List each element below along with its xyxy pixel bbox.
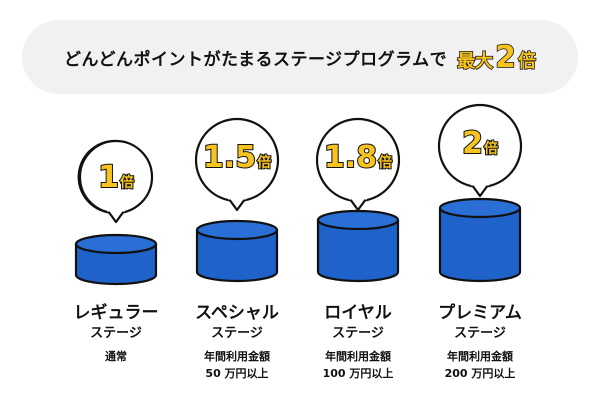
stage-condition: 年間利用金額 100 万円以上 [298, 348, 418, 382]
condition-line-1: 年間利用金額 [325, 350, 391, 363]
condition-line-1: 年間利用金額 [204, 350, 270, 363]
cylinder-top [74, 233, 158, 255]
stage-name: ロイヤル [324, 303, 392, 323]
stage-condition: 年間利用金額 50 万円以上 [177, 348, 297, 382]
banner-text: どんどんポイントがたまるステージプログラムで [63, 49, 448, 70]
condition-line-2: 50 万円以上 [205, 367, 269, 380]
multiplier-unit: 倍 [377, 154, 393, 172]
headline-banner: どんどんポイントがたまるステージプログラムで 最大 2 倍 [22, 20, 578, 94]
cylinder-top [195, 219, 279, 241]
speech-bubble-tail [471, 184, 489, 198]
stage-premium-graphic [437, 103, 523, 283]
highlight-suffix: 倍 [517, 50, 537, 73]
multiplier-unit: 倍 [256, 154, 272, 172]
stage-condition: 年間利用金額 200 万円以上 [420, 348, 540, 382]
cylinder-side [438, 208, 522, 283]
stage-name: スペシャル [195, 303, 279, 323]
cylinder-side [195, 230, 279, 283]
multiplier-unit: 倍 [483, 140, 499, 158]
stage-special-graphic [194, 117, 280, 283]
multiplier-label: 1.8 倍 [298, 139, 418, 176]
condition-line-2: 100 万円以上 [322, 367, 394, 380]
multiplier-value: 1.5 [202, 139, 257, 176]
multiplier-label: 1.5 倍 [177, 139, 297, 176]
cylinder-side [316, 220, 400, 283]
multiplier-unit: 倍 [119, 174, 135, 192]
speech-bubble-tail [228, 198, 246, 212]
condition-line-2: 200 万円以上 [444, 367, 516, 380]
highlight-prefix: 最大 [456, 50, 494, 73]
condition-line-1: 年間利用金額 [447, 350, 513, 363]
stage-sub: ステージ [211, 326, 263, 341]
multiplier-label: 2 倍 [420, 125, 540, 162]
highlight-number: 2 [494, 39, 516, 76]
speech-bubble-tail [107, 210, 125, 224]
stage-royal-graphic [315, 117, 401, 283]
banner-highlight: 最大 2 倍 [456, 39, 537, 76]
stage-sub: ステージ [90, 326, 142, 341]
speech-bubble-tail [349, 198, 367, 212]
stage-condition: 通常 [56, 348, 176, 365]
multiplier-value: 1.8 [323, 139, 378, 176]
cylinder-top [316, 209, 400, 231]
stage-name: レギュラー [73, 303, 159, 323]
cylinder-side [74, 244, 158, 286]
cylinder-top [438, 197, 522, 219]
stage-sub: ステージ [454, 326, 506, 341]
stage-sub: ステージ [332, 326, 384, 341]
multiplier-value: 1 [97, 159, 120, 196]
stage-regular-graphic [74, 139, 158, 286]
stage-name: プレミアム [438, 303, 522, 323]
multiplier-value: 2 [461, 125, 484, 162]
condition-line-1: 通常 [105, 350, 127, 363]
multiplier-label: 1 倍 [56, 159, 176, 196]
